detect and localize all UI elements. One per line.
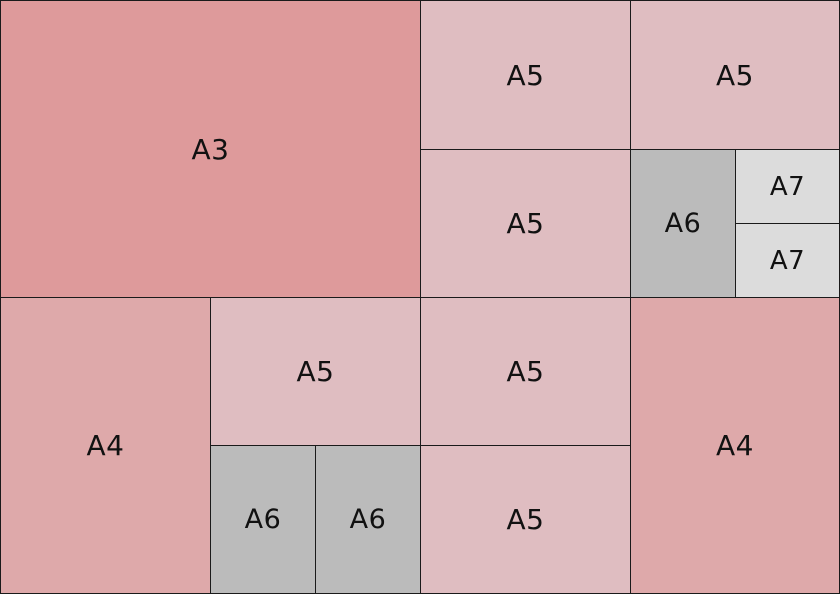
sheet-a4: A4	[630, 297, 840, 594]
sheet-a5: A5	[420, 445, 631, 594]
sheet-a5: A5	[420, 149, 631, 298]
sheet-a5: A5	[420, 0, 631, 150]
sheet-a4: A4	[0, 297, 211, 594]
sheet-a5: A5	[210, 297, 421, 446]
sheet-a6: A6	[210, 445, 316, 594]
sheet-a7: A7	[735, 223, 840, 298]
sheet-a3: A3	[0, 0, 421, 298]
sheet-a6: A6	[315, 445, 421, 594]
sheet-a7: A7	[735, 149, 840, 224]
sheet-a5: A5	[630, 0, 840, 150]
sheet-a6: A6	[630, 149, 736, 298]
sheet-a5: A5	[420, 297, 631, 446]
